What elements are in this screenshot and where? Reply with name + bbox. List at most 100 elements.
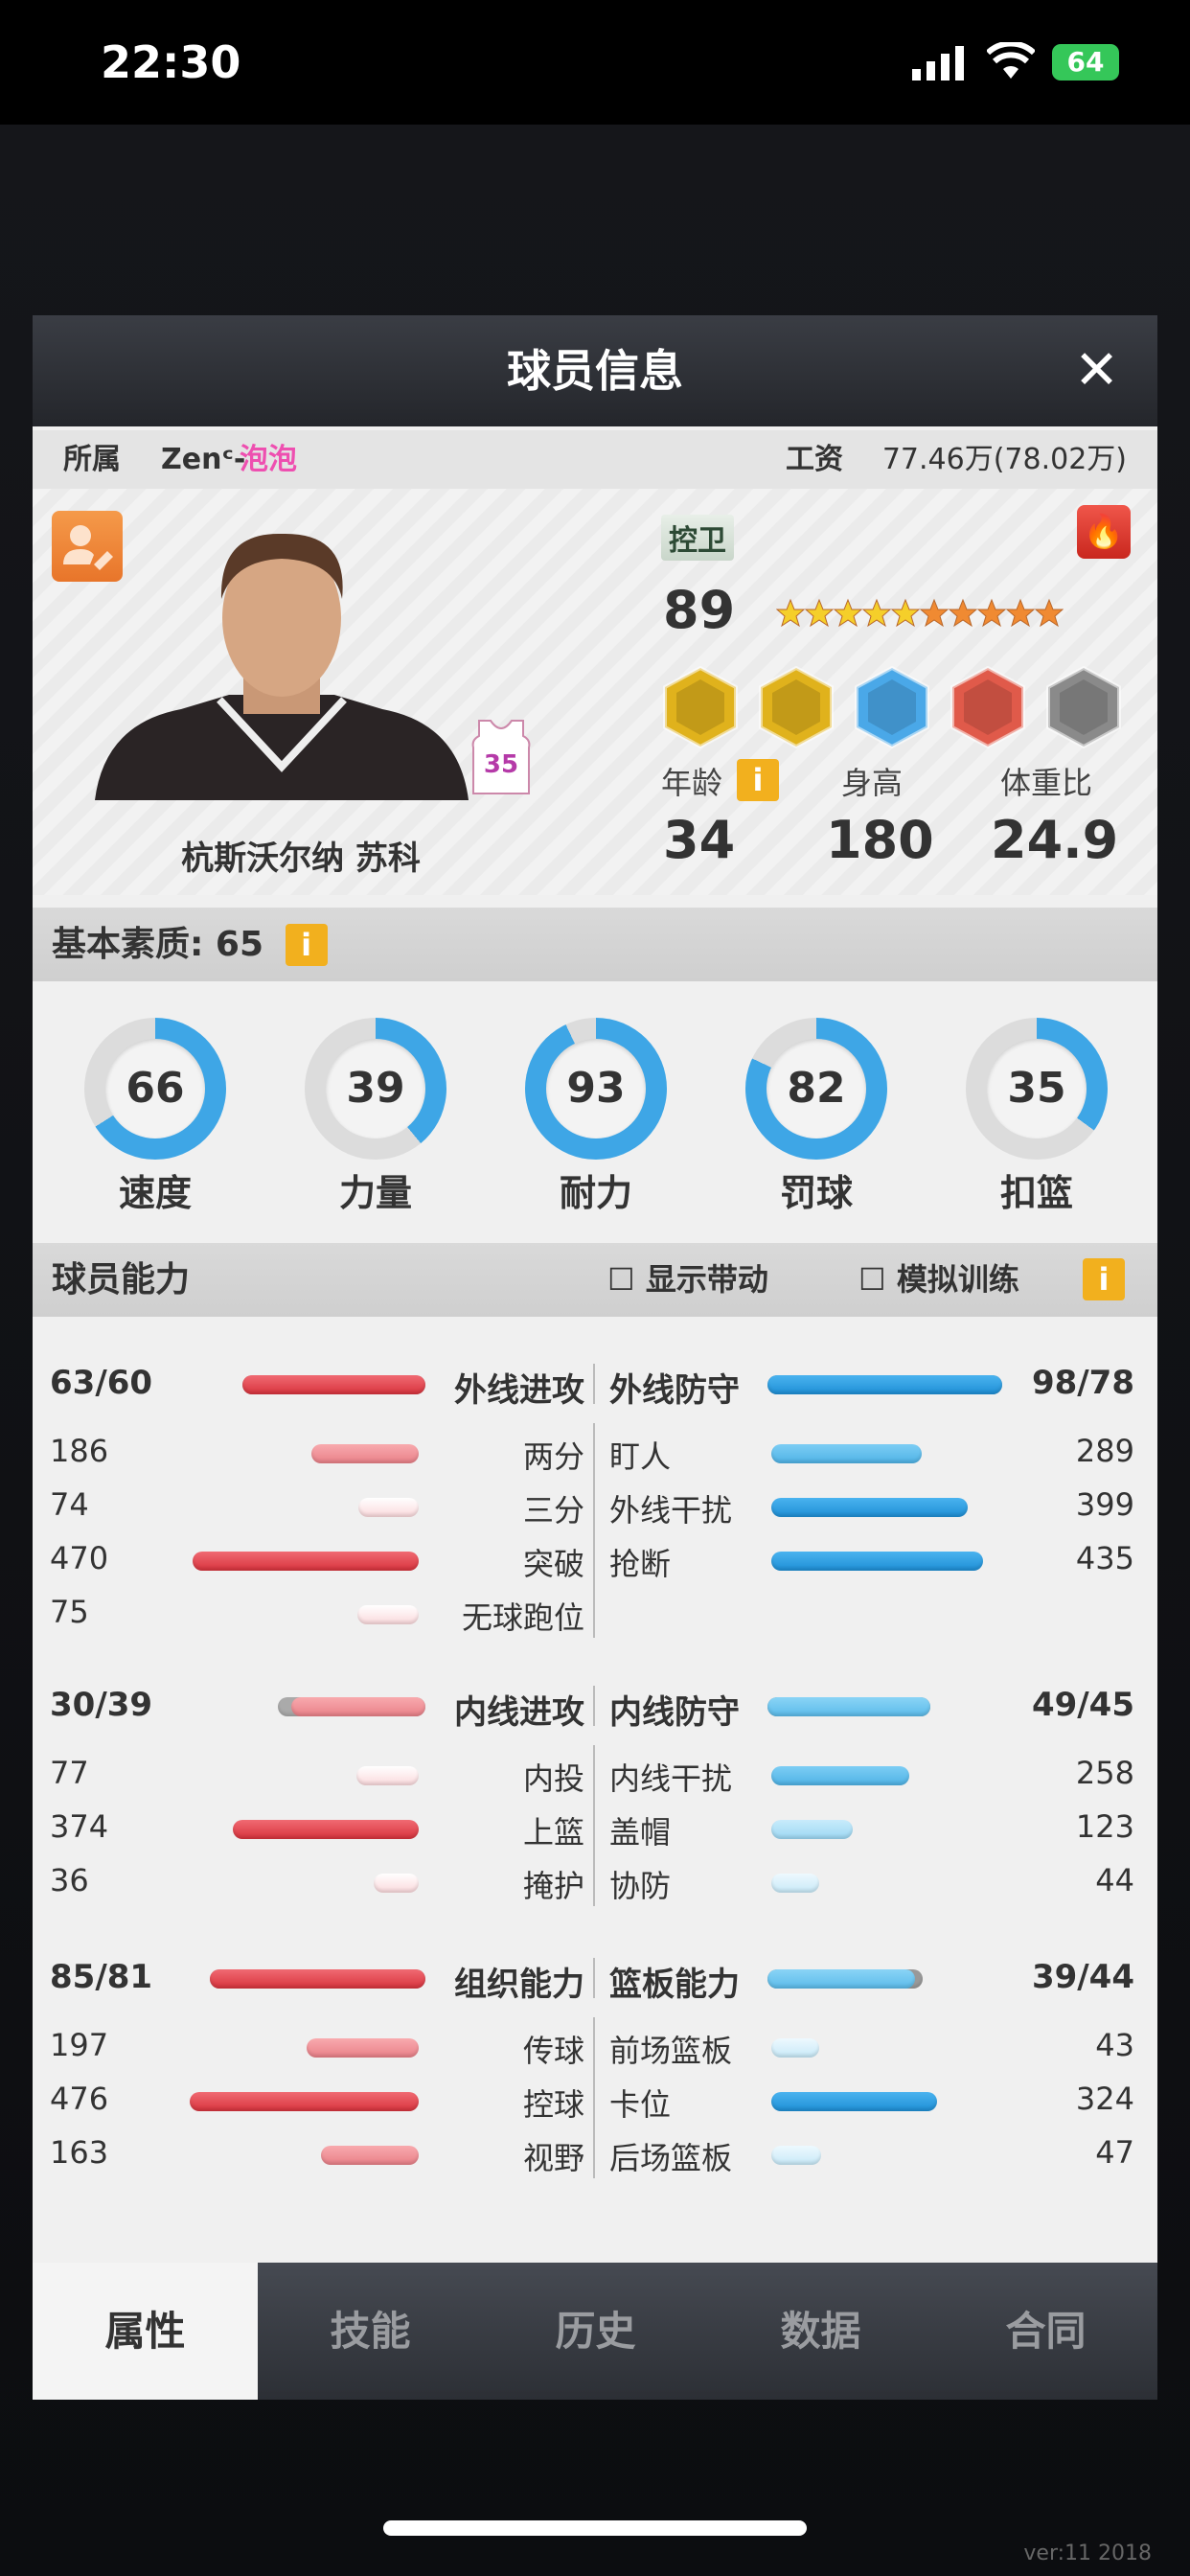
basic-stats: 66 速度 39 力量 93 耐力 82 罚球 35 扣篮	[33, 1018, 1157, 1214]
right-item-label: 内线干扰	[609, 1760, 733, 1797]
height-value: 180	[826, 810, 934, 870]
stat-label: 速度	[118, 1172, 192, 1214]
right-item-label: 抢断	[609, 1546, 672, 1582]
team-label: 所属	[63, 443, 121, 476]
right-item-bar	[771, 2092, 937, 2111]
left-group-bar-fill	[291, 1697, 425, 1716]
badge-player-silhouette-icon[interactable]	[661, 665, 740, 749]
tab-1[interactable]: 技能	[330, 2308, 411, 2355]
star-icon	[861, 594, 892, 632]
battery-icon: 64	[1052, 44, 1119, 80]
height-label: 身高	[841, 765, 904, 801]
fire-icon[interactable]: 🔥	[1077, 505, 1131, 559]
right-group-value: 39/44	[1031, 1958, 1134, 1996]
left-item-value: 476	[50, 2081, 109, 2117]
position-badge: 控卫	[661, 515, 734, 561]
badge-empty-icon[interactable]	[1044, 665, 1123, 749]
stat-label: 扣篮	[999, 1172, 1073, 1214]
star-icon	[804, 594, 835, 632]
left-item-value: 470	[50, 1540, 109, 1576]
version-text: ver:11 2018	[1023, 2542, 1152, 2565]
right-item-bar	[771, 1874, 819, 1893]
overall-rating: 89	[663, 580, 736, 640]
age-info-icon[interactable]: i	[737, 759, 779, 801]
left-item-bar	[374, 1874, 419, 1893]
badge-player-silhouette-icon[interactable]	[949, 665, 1027, 749]
ability-row: 36 掩护 协防 44	[33, 1858, 1157, 1906]
right-group-label: 内线防守	[609, 1693, 740, 1732]
ability-info-icon[interactable]: i	[1083, 1258, 1125, 1300]
status-time: 22:30	[101, 36, 241, 88]
left-item-value: 374	[50, 1808, 109, 1845]
tab-0[interactable]: 属性	[33, 2263, 258, 2400]
badge-player-silhouette-icon[interactable]	[853, 665, 931, 749]
modal-header: 球员信息 ✕	[33, 315, 1157, 426]
tab-2[interactable]: 历史	[555, 2308, 636, 2355]
home-indicator[interactable]	[383, 2520, 807, 2536]
ability-row: 374 上篮 盖帽 123	[33, 1805, 1157, 1852]
right-item-bar	[771, 1766, 909, 1785]
tab-bar: 属性 技能 历史 数据 合同	[33, 2263, 1157, 2400]
info-bar: 所属 Zenᶜ- 泡泡 工资 77.46万(78.02万)	[33, 430, 1157, 489]
ability-group-header: 85/81 组织能力 篮板能力 39/44	[33, 1954, 1157, 2004]
tab-4[interactable]: 合同	[1005, 2308, 1087, 2355]
ability-group-header: 63/60 外线进攻 外线防守 98/78	[33, 1360, 1157, 1410]
player-name: 杭斯沃尔纳 苏科	[181, 840, 421, 878]
left-item-value: 75	[50, 1594, 89, 1630]
team-prefix: Zenᶜ-	[161, 443, 246, 476]
ability-row: 77 内投 内线干扰 258	[33, 1751, 1157, 1799]
right-item-label: 盯人	[609, 1438, 672, 1475]
left-item-label: 两分	[522, 1438, 584, 1475]
ability-row: 74 三分 外线干扰 399	[33, 1483, 1157, 1530]
left-group-label: 外线进攻	[454, 1371, 584, 1410]
right-item-bar	[771, 2038, 819, 2058]
right-item-bar	[771, 2146, 821, 2165]
close-icon[interactable]: ✕	[1074, 339, 1119, 402]
age-value: 34	[663, 810, 736, 870]
right-item-label: 卡位	[609, 2086, 672, 2123]
modal-title: 球员信息	[507, 345, 683, 397]
right-item-value: 324	[1075, 2081, 1134, 2117]
stat-ring: 93	[525, 1018, 667, 1160]
tab-3[interactable]: 数据	[780, 2308, 861, 2355]
badge-lightning-icon[interactable]	[757, 665, 835, 749]
ability-row: 476 控球 卡位 324	[33, 2077, 1157, 2125]
right-item-value: 43	[1095, 2027, 1134, 2063]
left-item-label: 突破	[522, 1546, 584, 1582]
star-icon	[1005, 594, 1036, 632]
left-group-label: 组织能力	[454, 1966, 584, 2004]
ability-row: 163 视野 后场篮板 47	[33, 2130, 1157, 2178]
column-divider	[593, 1958, 595, 1998]
column-divider	[593, 1745, 595, 1906]
left-group-bar-fill	[242, 1375, 425, 1394]
star-icon	[919, 594, 950, 632]
sim-training-checkbox[interactable]: ☐ 模拟训练	[858, 1261, 1019, 1298]
jersey-icon	[471, 720, 531, 794]
salary-value: 77.46万(78.02万)	[881, 443, 1127, 476]
edit-player-icon[interactable]	[52, 511, 123, 582]
right-group-value: 49/45	[1031, 1686, 1134, 1724]
show-driving-checkbox[interactable]: ☐ 显示带动	[607, 1261, 768, 1298]
ability-row: 186 两分 盯人 289	[33, 1429, 1157, 1477]
basic-quality-header: 基本素质: 65 i	[33, 908, 1157, 981]
stat-label: 耐力	[559, 1172, 632, 1214]
skill-badges	[661, 665, 1123, 749]
right-item-label: 后场篮板	[609, 2140, 733, 2176]
left-group-value: 30/39	[50, 1686, 153, 1724]
stat-label: 罚球	[779, 1172, 853, 1214]
left-item-label: 传球	[522, 2033, 584, 2069]
left-item-value: 186	[50, 1433, 109, 1469]
right-item-label: 前场篮板	[609, 2033, 733, 2069]
left-item-label: 三分	[522, 1492, 584, 1529]
right-item-value: 44	[1095, 1862, 1134, 1898]
right-group-label: 外线防守	[609, 1371, 740, 1410]
right-group-value: 98/78	[1031, 1364, 1134, 1402]
left-item-value: 36	[50, 1862, 89, 1898]
column-divider	[593, 2017, 595, 2178]
stat-ring: 35	[966, 1018, 1108, 1160]
jersey-number: 35	[483, 750, 519, 779]
right-item-label: 外线干扰	[609, 1492, 733, 1529]
basic-info-icon[interactable]: i	[285, 924, 328, 966]
team-name[interactable]: 泡泡	[240, 443, 297, 476]
star-icon	[976, 594, 1007, 632]
